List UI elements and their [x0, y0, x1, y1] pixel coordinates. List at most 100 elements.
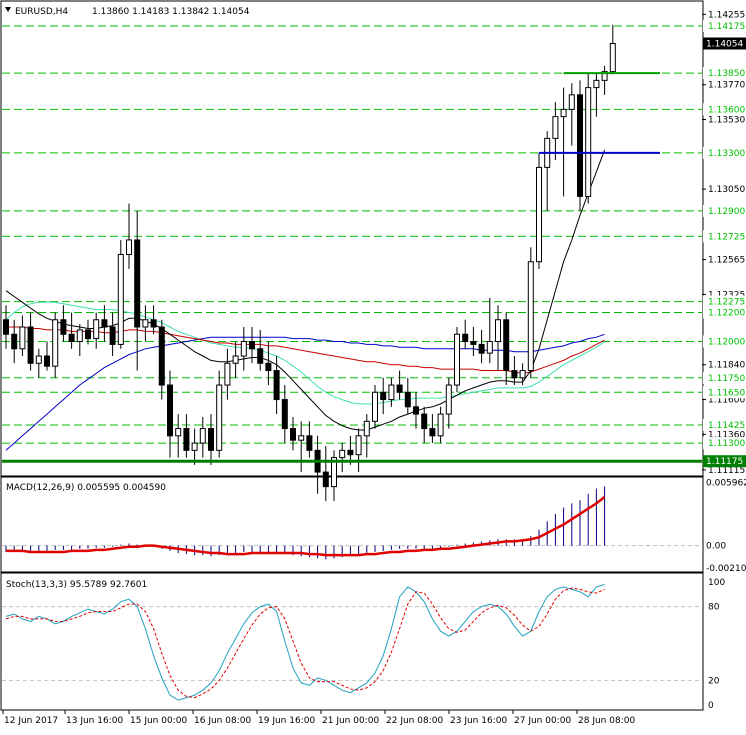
candle-body — [527, 261, 534, 372]
level-label: 1.12725 — [708, 232, 745, 242]
candle-body — [273, 370, 280, 401]
time-tick-label: 19 Jun 16:00 — [258, 716, 315, 726]
candle-body — [339, 449, 346, 459]
candle-body — [495, 319, 501, 343]
horizontal-levels — [2, 25, 702, 444]
candle — [339, 443, 346, 473]
time-tick-label: 16 Jun 08:00 — [194, 716, 251, 726]
candle — [298, 421, 305, 473]
candle-body — [85, 329, 91, 340]
candle-body — [19, 326, 26, 350]
candle-body — [44, 355, 50, 367]
level-label-bg — [703, 371, 745, 384]
key-levels — [2, 72, 702, 463]
level-label: 1.12275 — [708, 298, 745, 308]
dropdown-triangle-icon[interactable] — [5, 7, 11, 12]
candle-body — [454, 333, 460, 386]
candle — [544, 131, 551, 211]
candle-body — [76, 329, 83, 343]
candle-body — [347, 449, 354, 456]
level-label-bg — [703, 335, 745, 348]
candle-body — [560, 108, 567, 118]
level-label-bg — [703, 386, 745, 399]
level-labels: 1.14175 1.13850 1.13600 1.13300 1.12900 1.127… — [703, 19, 746, 468]
time-tick-label: 22 Jun 08:00 — [386, 716, 443, 726]
candle-body — [585, 87, 592, 197]
support-price-label: 1.11175 — [706, 457, 743, 467]
candle-body — [372, 391, 378, 422]
candle-body — [60, 319, 67, 335]
candle — [413, 392, 419, 429]
candle — [76, 324, 83, 357]
candle-body — [306, 435, 313, 451]
ma-turquoise-line — [5, 301, 605, 405]
candle-body — [396, 384, 403, 393]
candle-body — [240, 341, 247, 357]
candle — [536, 152, 542, 269]
candle — [290, 416, 296, 451]
candle — [126, 203, 132, 269]
level-label: 1.11650 — [708, 388, 745, 398]
level-label: 1.12200 — [708, 308, 745, 318]
stoch-tick-label: 0 — [708, 701, 714, 711]
candle — [11, 319, 18, 364]
candlesticks — [3, 24, 616, 502]
candle-body — [593, 79, 600, 89]
candle — [331, 450, 337, 502]
macd-indicator: 0.005962 0.00 -0.002107 — [2, 479, 746, 574]
candle — [593, 73, 600, 117]
moving-averages — [5, 149, 606, 451]
candle — [306, 421, 313, 458]
candle — [117, 239, 124, 349]
level-label: 1.11425 — [708, 421, 745, 431]
level-label: 1.12900 — [708, 207, 745, 217]
price-tick-label: 1.12565 — [708, 256, 745, 266]
candle — [60, 305, 67, 342]
candle — [486, 297, 493, 364]
level-label-bg — [703, 295, 745, 308]
candle-body — [609, 42, 616, 73]
candle-body — [68, 333, 75, 343]
candle-body — [298, 435, 305, 441]
candle — [495, 305, 501, 371]
time-tick-label: 13 Jun 16:00 — [66, 716, 123, 726]
candle — [158, 319, 165, 400]
ohlc-label: 1.13860 1.14183 1.13842 1.14054 — [92, 7, 250, 17]
macd-tick-label: 0.00 — [706, 542, 726, 552]
time-tick-label: 12 Jun 2017 — [4, 716, 58, 726]
candle-body — [437, 413, 444, 437]
candle — [35, 348, 42, 378]
candle-body — [380, 391, 387, 401]
candle-body — [224, 362, 231, 386]
candle-body — [331, 457, 337, 488]
candle — [68, 312, 75, 349]
macd-label: MACD(12,26,9) 0.005595 0.004590 — [6, 483, 166, 493]
candle — [314, 435, 321, 494]
level-label-bg — [703, 204, 745, 217]
level-label: 1.13850 — [708, 69, 745, 79]
level-label-bg — [703, 230, 745, 243]
candle — [396, 370, 403, 400]
stoch-tick-label: 80 — [708, 603, 720, 613]
level-label: 1.13600 — [708, 105, 745, 115]
candle — [273, 356, 280, 415]
candle — [478, 329, 485, 364]
time-tick-label: 23 Jun 16:00 — [450, 716, 507, 726]
candle — [372, 385, 378, 429]
candle — [240, 327, 247, 371]
time-tick-label: 21 Jun 00:00 — [322, 716, 379, 726]
candle — [199, 416, 206, 458]
candle-body — [134, 239, 141, 328]
candle-body — [601, 71, 608, 81]
candle — [511, 356, 518, 386]
level-label: 1.11300 — [708, 439, 745, 449]
candle — [601, 65, 608, 95]
stochastic-indicator: 100 80 20 0 — [2, 578, 725, 711]
level-label-bg — [703, 418, 745, 431]
candle — [445, 377, 452, 429]
candle-body — [11, 333, 18, 350]
candle — [232, 341, 239, 378]
candle-body — [117, 253, 124, 345]
candle-body — [126, 239, 132, 255]
candle — [52, 312, 59, 378]
